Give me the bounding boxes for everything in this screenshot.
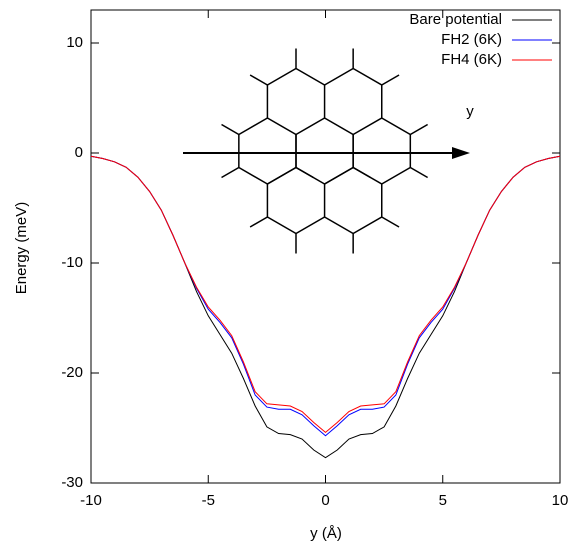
bond [267,67,297,86]
bond [381,117,411,136]
x-tick-label: -10 [80,492,102,509]
series-line [90,155,561,437]
bond [267,216,297,235]
bond-stub [221,123,240,136]
bond [381,166,411,185]
bond [324,216,354,235]
y-tick-label: 10 [66,34,83,51]
x-axis-label: y (Å) [310,525,342,542]
x-tick-label: -5 [202,492,215,509]
y-axis-label: Energy (meV) [13,202,30,295]
bond-stub [409,123,429,136]
legend-label: Bare potential [409,11,502,28]
bond [238,166,268,185]
bond-stub [295,166,314,179]
bond-stub [221,166,240,179]
bond [238,117,268,136]
bond [295,67,325,86]
bond-stub [381,216,400,228]
bond-stub [249,216,268,228]
y-tick-label: -20 [61,364,83,381]
x-tick-label: 10 [552,492,569,509]
bond-stub [249,74,268,86]
series-line [90,155,561,434]
plot-frame [90,9,561,484]
bond [267,117,297,136]
y-tick-label: 0 [75,144,83,161]
inset-diagram [221,48,429,254]
y-tick-label: -10 [61,254,83,271]
bond [295,117,325,136]
bond [352,67,383,86]
inset-arrowhead [452,147,470,159]
x-tick-label: 0 [321,492,329,509]
bond [324,117,354,136]
inset-label: y [466,103,474,120]
y-tick-label: -30 [61,474,83,491]
bond [324,166,354,185]
bond-stub [409,166,429,179]
bond [352,216,383,235]
bond-stub [381,74,400,86]
bond [352,117,383,136]
x-tick-label: 5 [439,492,447,509]
legend-label: FH2 (6K) [441,31,502,48]
bond-stub [352,166,371,179]
legend-label: FH4 (6K) [441,51,502,68]
bond [324,67,354,86]
bond [295,216,325,235]
series-line [90,155,561,459]
bond [267,166,297,185]
